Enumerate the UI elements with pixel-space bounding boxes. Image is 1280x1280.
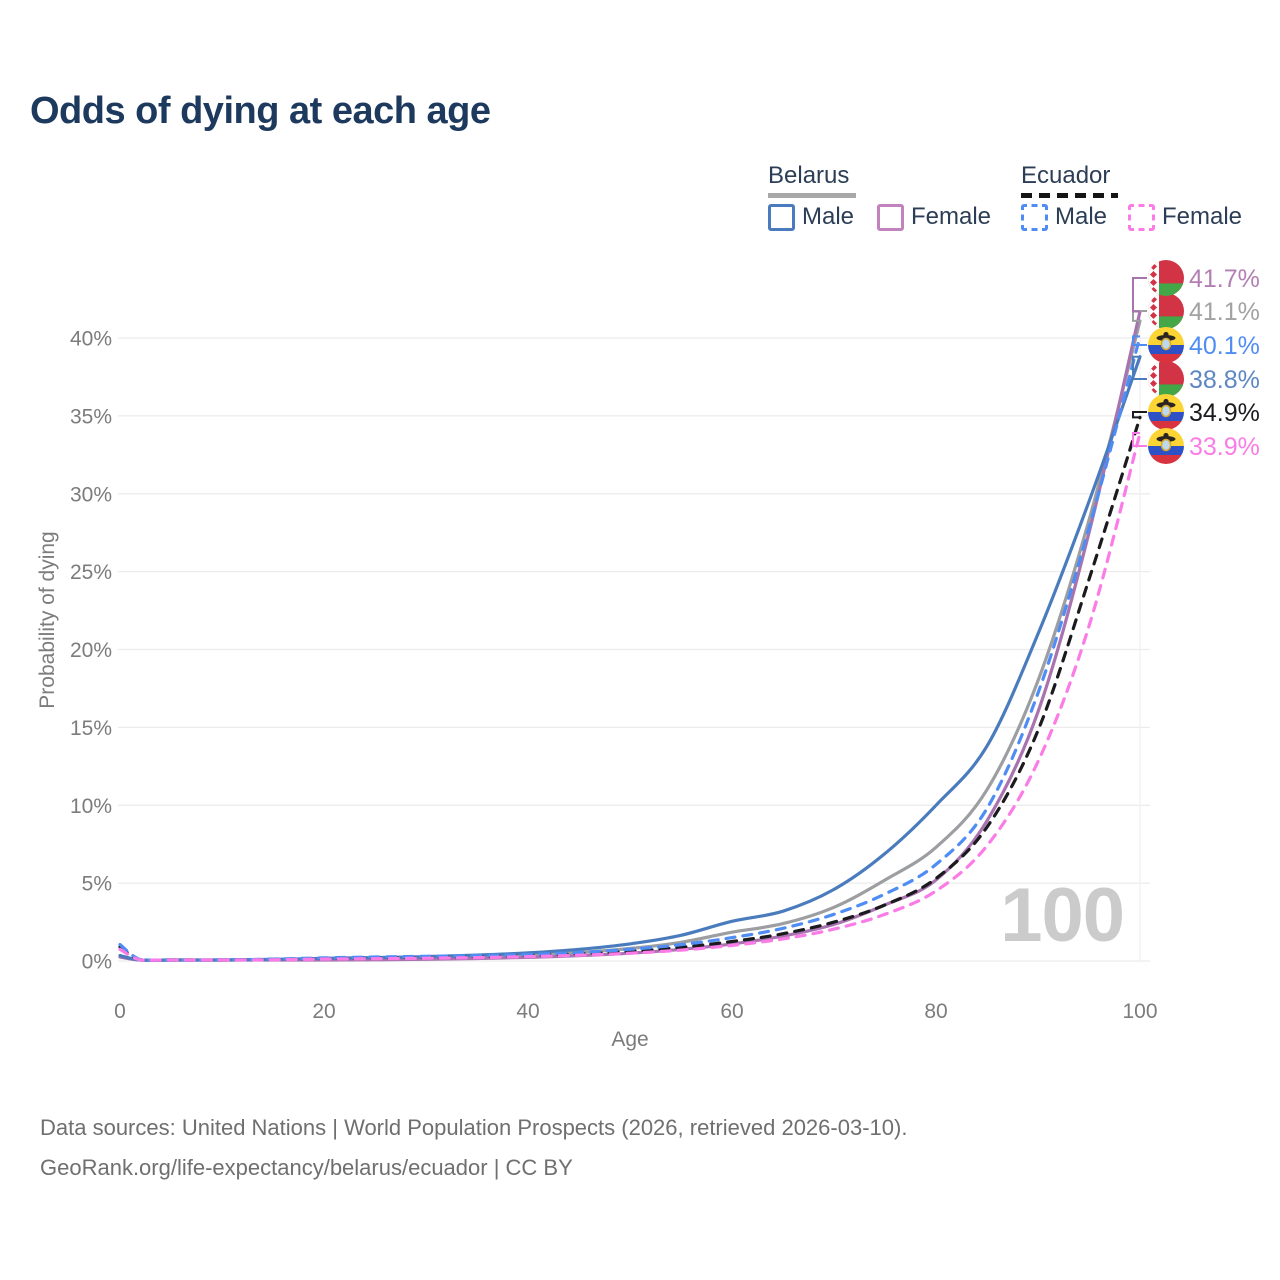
series-line-ecuador-both[interactable] bbox=[118, 415, 1142, 962]
legend-country-ecuador: Ecuador bbox=[1021, 162, 1111, 189]
ecuador-female-swatch-icon bbox=[1128, 203, 1155, 231]
x-axis-title: Age bbox=[611, 1028, 649, 1051]
y-tick-label: 20% bbox=[70, 639, 112, 662]
legend-label: Female bbox=[911, 203, 992, 230]
y-tick-label: 35% bbox=[70, 405, 112, 428]
y-tick-label: 30% bbox=[70, 483, 112, 506]
page-title: Odds of dying at each age bbox=[30, 90, 491, 132]
ecuador-flag-icon bbox=[1148, 394, 1184, 430]
x-tick-label: 60 bbox=[720, 1000, 743, 1023]
legend-country-belarus: Belarus bbox=[768, 162, 850, 189]
ecuador-flag-icon bbox=[1148, 327, 1184, 363]
series-line-belarus-female[interactable] bbox=[118, 309, 1142, 962]
x-tick-label: 100 bbox=[1122, 1000, 1157, 1023]
end-value-label-ecuador-male: 40.1% bbox=[1189, 332, 1260, 360]
y-tick-label: 10% bbox=[70, 795, 112, 818]
belarus-flag-icon bbox=[1148, 293, 1184, 329]
end-label-connector bbox=[1132, 411, 1147, 419]
end-value-label-ecuador-both: 34.9% bbox=[1189, 399, 1260, 427]
x-tick-label: 20 bbox=[312, 1000, 335, 1023]
end-label-connector bbox=[1132, 335, 1147, 346]
footer: Data sources: United Nations | World Pop… bbox=[40, 1108, 907, 1188]
legend-item-ecuador-male[interactable]: Male bbox=[1021, 203, 1107, 231]
y-tick-label: 5% bbox=[82, 873, 112, 896]
belarus-flag-icon bbox=[1148, 361, 1184, 397]
ecuador-male-swatch-icon bbox=[1021, 203, 1048, 231]
legend-underline-ecuador-dashed bbox=[1021, 193, 1118, 198]
legend-item-belarus-female[interactable]: Female bbox=[877, 203, 991, 231]
ecuador-flag-icon bbox=[1148, 428, 1184, 464]
age-watermark: 100 bbox=[1000, 873, 1125, 958]
end-value-label-belarus-female: 41.7% bbox=[1189, 265, 1260, 293]
end-value-label-ecuador-female: 33.9% bbox=[1189, 433, 1260, 461]
legend-item-belarus-male[interactable]: Male bbox=[768, 203, 854, 231]
series-line-ecuador-female[interactable] bbox=[118, 431, 1142, 962]
y-tick-label: 25% bbox=[70, 561, 112, 584]
end-label-connector bbox=[1132, 432, 1147, 447]
belarus-male-swatch-icon bbox=[768, 203, 795, 231]
series-line-belarus-male[interactable] bbox=[118, 355, 1142, 962]
end-label-connector bbox=[1132, 355, 1147, 380]
end-value-label-belarus-both: 41.1% bbox=[1189, 298, 1260, 326]
legend-item-ecuador-female[interactable]: Female bbox=[1128, 203, 1242, 231]
footer-data-sources: Data sources: United Nations | World Pop… bbox=[40, 1115, 908, 1140]
series-line-ecuador-male[interactable] bbox=[118, 334, 1142, 962]
end-value-label-belarus-male: 38.8% bbox=[1189, 366, 1260, 394]
legend-label: Male bbox=[1055, 203, 1108, 230]
y-tick-label: 40% bbox=[70, 328, 112, 351]
legend-label: Male bbox=[802, 203, 855, 230]
y-axis-title: Probability of dying bbox=[36, 531, 59, 709]
y-tick-label: 15% bbox=[70, 717, 112, 740]
legend-label: Female bbox=[1162, 203, 1243, 230]
legend-underline-belarus-solid bbox=[768, 193, 856, 198]
footer-attribution-link: GeoRank.org/life-expectancy/belarus/ecua… bbox=[40, 1155, 573, 1180]
x-tick-label: 80 bbox=[924, 1000, 947, 1023]
y-tick-label: 0% bbox=[82, 951, 112, 974]
x-tick-label: 0 bbox=[114, 1000, 126, 1023]
end-label-connector bbox=[1132, 277, 1147, 313]
x-tick-label: 40 bbox=[516, 1000, 539, 1023]
belarus-female-swatch-icon bbox=[877, 203, 904, 231]
belarus-flag-icon bbox=[1148, 260, 1184, 296]
series-line-belarus-both[interactable] bbox=[118, 319, 1142, 962]
